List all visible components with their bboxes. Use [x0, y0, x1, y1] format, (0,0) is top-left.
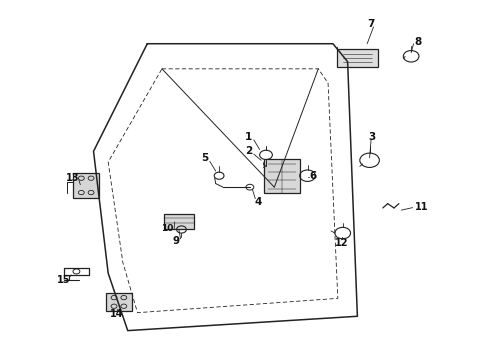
FancyBboxPatch shape	[74, 173, 99, 198]
Text: 5: 5	[201, 153, 209, 163]
Text: 10: 10	[161, 224, 173, 233]
Text: 15: 15	[56, 275, 70, 285]
Text: 7: 7	[368, 19, 375, 29]
Text: 1: 1	[245, 132, 252, 142]
Text: 6: 6	[310, 171, 317, 181]
FancyBboxPatch shape	[264, 159, 300, 193]
Text: 8: 8	[415, 37, 422, 47]
Text: 12: 12	[335, 238, 348, 248]
Text: 14: 14	[110, 310, 124, 319]
Text: 4: 4	[254, 197, 261, 207]
Text: 11: 11	[415, 202, 429, 212]
FancyBboxPatch shape	[164, 214, 194, 229]
FancyBboxPatch shape	[106, 293, 132, 311]
Text: 9: 9	[172, 236, 179, 246]
Text: 13: 13	[66, 173, 80, 183]
FancyBboxPatch shape	[337, 49, 378, 67]
Text: 3: 3	[368, 132, 376, 142]
Text: 2: 2	[245, 146, 252, 156]
